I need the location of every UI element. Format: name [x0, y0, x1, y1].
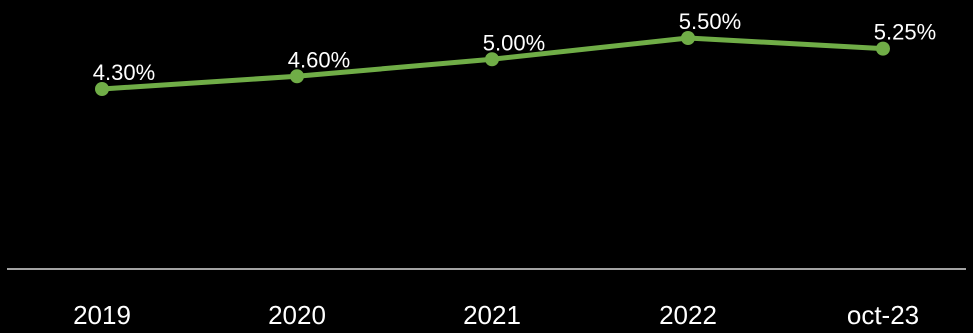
- data-point-2022: [681, 31, 695, 45]
- data-label-2021: 5.00%: [483, 30, 545, 55]
- data-points: [95, 31, 890, 96]
- data-point-2021: [485, 52, 499, 67]
- data-point-2019: [95, 82, 109, 96]
- x-tick-label-oct-23: oct-23: [847, 300, 919, 330]
- data-label-2019: 4.30%: [93, 60, 155, 85]
- x-tick-label-2021: 2021: [463, 300, 521, 330]
- data-label-2020: 4.60%: [288, 47, 350, 72]
- x-tick-label-2020: 2020: [268, 300, 326, 330]
- x-tick-label-2019: 2019: [73, 300, 131, 330]
- data-label-oct-23: 5.25%: [874, 20, 936, 45]
- x-tick-label-2022: 2022: [659, 300, 717, 330]
- data-point-oct-23: [876, 41, 890, 56]
- data-point-2020: [290, 69, 304, 84]
- data-labels: 4.30% 4.60% 5.00% 5.50% 5.25%: [93, 9, 936, 85]
- x-tick-labels: 2019 2020 2021 2022 oct-23: [73, 300, 919, 330]
- data-label-2022: 5.50%: [679, 9, 741, 34]
